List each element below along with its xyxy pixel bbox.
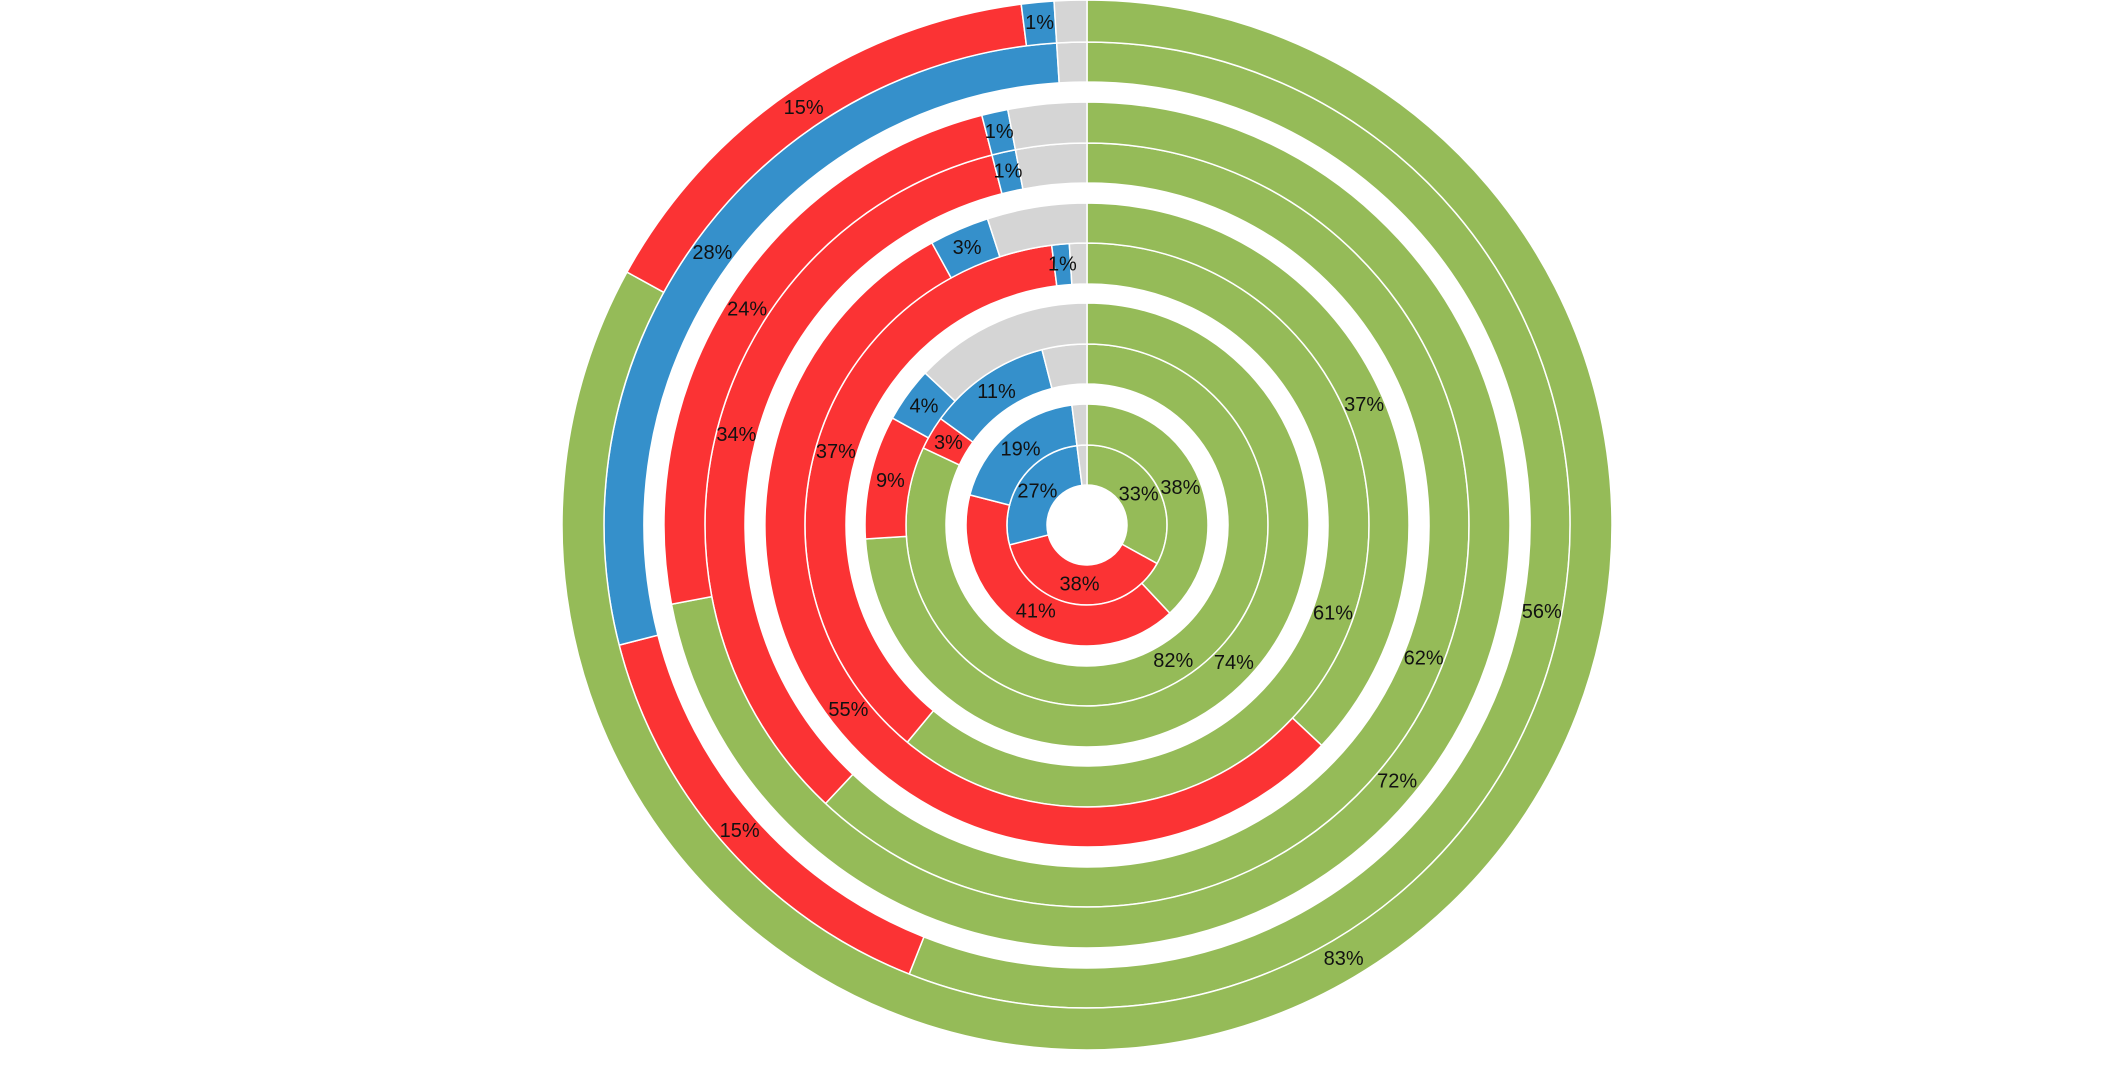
ring-1-green-label: 33%	[1119, 484, 1159, 506]
ring-9-blue-label: 28%	[692, 242, 732, 264]
ring-9-gray-slice	[1055, 41, 1088, 84]
ring-2-blue-label: 19%	[1000, 439, 1040, 461]
ring-3-green-label: 82%	[1153, 650, 1193, 672]
labels-layer: 33%38%27% 38%41%19%82%3%11%74%9%4%61%37%1…	[692, 12, 1562, 970]
ring-4-green-slice	[864, 302, 1310, 748]
ring-2-gray-slice	[1070, 403, 1088, 447]
ring-10-green-slice	[561, 0, 1613, 1051]
ring-6-green-label: 37%	[1344, 394, 1384, 416]
ring-10-red-label: 15%	[784, 97, 824, 119]
ring-2-green-slice	[1086, 403, 1209, 615]
ring-5-green-label: 61%	[1313, 603, 1353, 625]
slices-layer	[561, 0, 1613, 1051]
ring-5-blue-label: 1%	[1048, 254, 1077, 276]
ring-4-green-label: 74%	[1214, 652, 1254, 674]
ring-4-red-label: 9%	[876, 470, 905, 492]
ring-4-gray-slice	[924, 302, 1088, 403]
ring-6-green-slice	[1086, 202, 1410, 747]
ring-1-blue-label: 27%	[1017, 480, 1057, 502]
ring-5-red-label: 37%	[816, 441, 856, 463]
ring-7-gray-slice	[1014, 142, 1088, 190]
ring-3-blue-label: 11%	[977, 381, 1016, 403]
ring-8-blue-label: 1%	[985, 121, 1014, 143]
ring-6-gray-slice	[986, 202, 1088, 258]
ring-8-red-label: 24%	[727, 298, 767, 320]
ring-9-red-label: 15%	[720, 820, 760, 842]
ring-10-green-label: 83%	[1324, 948, 1364, 970]
ring-3-red-label: 3%	[934, 432, 963, 454]
ring-8-green-slice	[670, 101, 1511, 949]
ring-7-red-label: 34%	[716, 424, 756, 446]
ring-9-green-label: 56%	[1522, 601, 1562, 623]
ring-7-blue-label: 1%	[994, 161, 1023, 183]
ring-6-blue-label: 3%	[953, 237, 982, 259]
ring-4-blue-label: 4%	[910, 396, 939, 418]
ring-10-gray-slice	[1053, 0, 1088, 44]
ring-8-gray-slice	[1006, 101, 1088, 151]
ring-2-red-label: 41%	[1016, 601, 1056, 623]
ring-6-red-label: 55%	[828, 699, 868, 721]
ring-8-green-label: 72%	[1377, 771, 1417, 793]
ring-7-green-label: 62%	[1404, 647, 1444, 669]
ring-6-red-slice	[764, 241, 1323, 848]
ring-2-red-slice	[965, 493, 1171, 647]
ring-10-blue-label: 1%	[1025, 12, 1054, 34]
ring-1-red-label: 38%	[1059, 574, 1099, 596]
ring-2-green-label: 38%	[1160, 477, 1200, 499]
